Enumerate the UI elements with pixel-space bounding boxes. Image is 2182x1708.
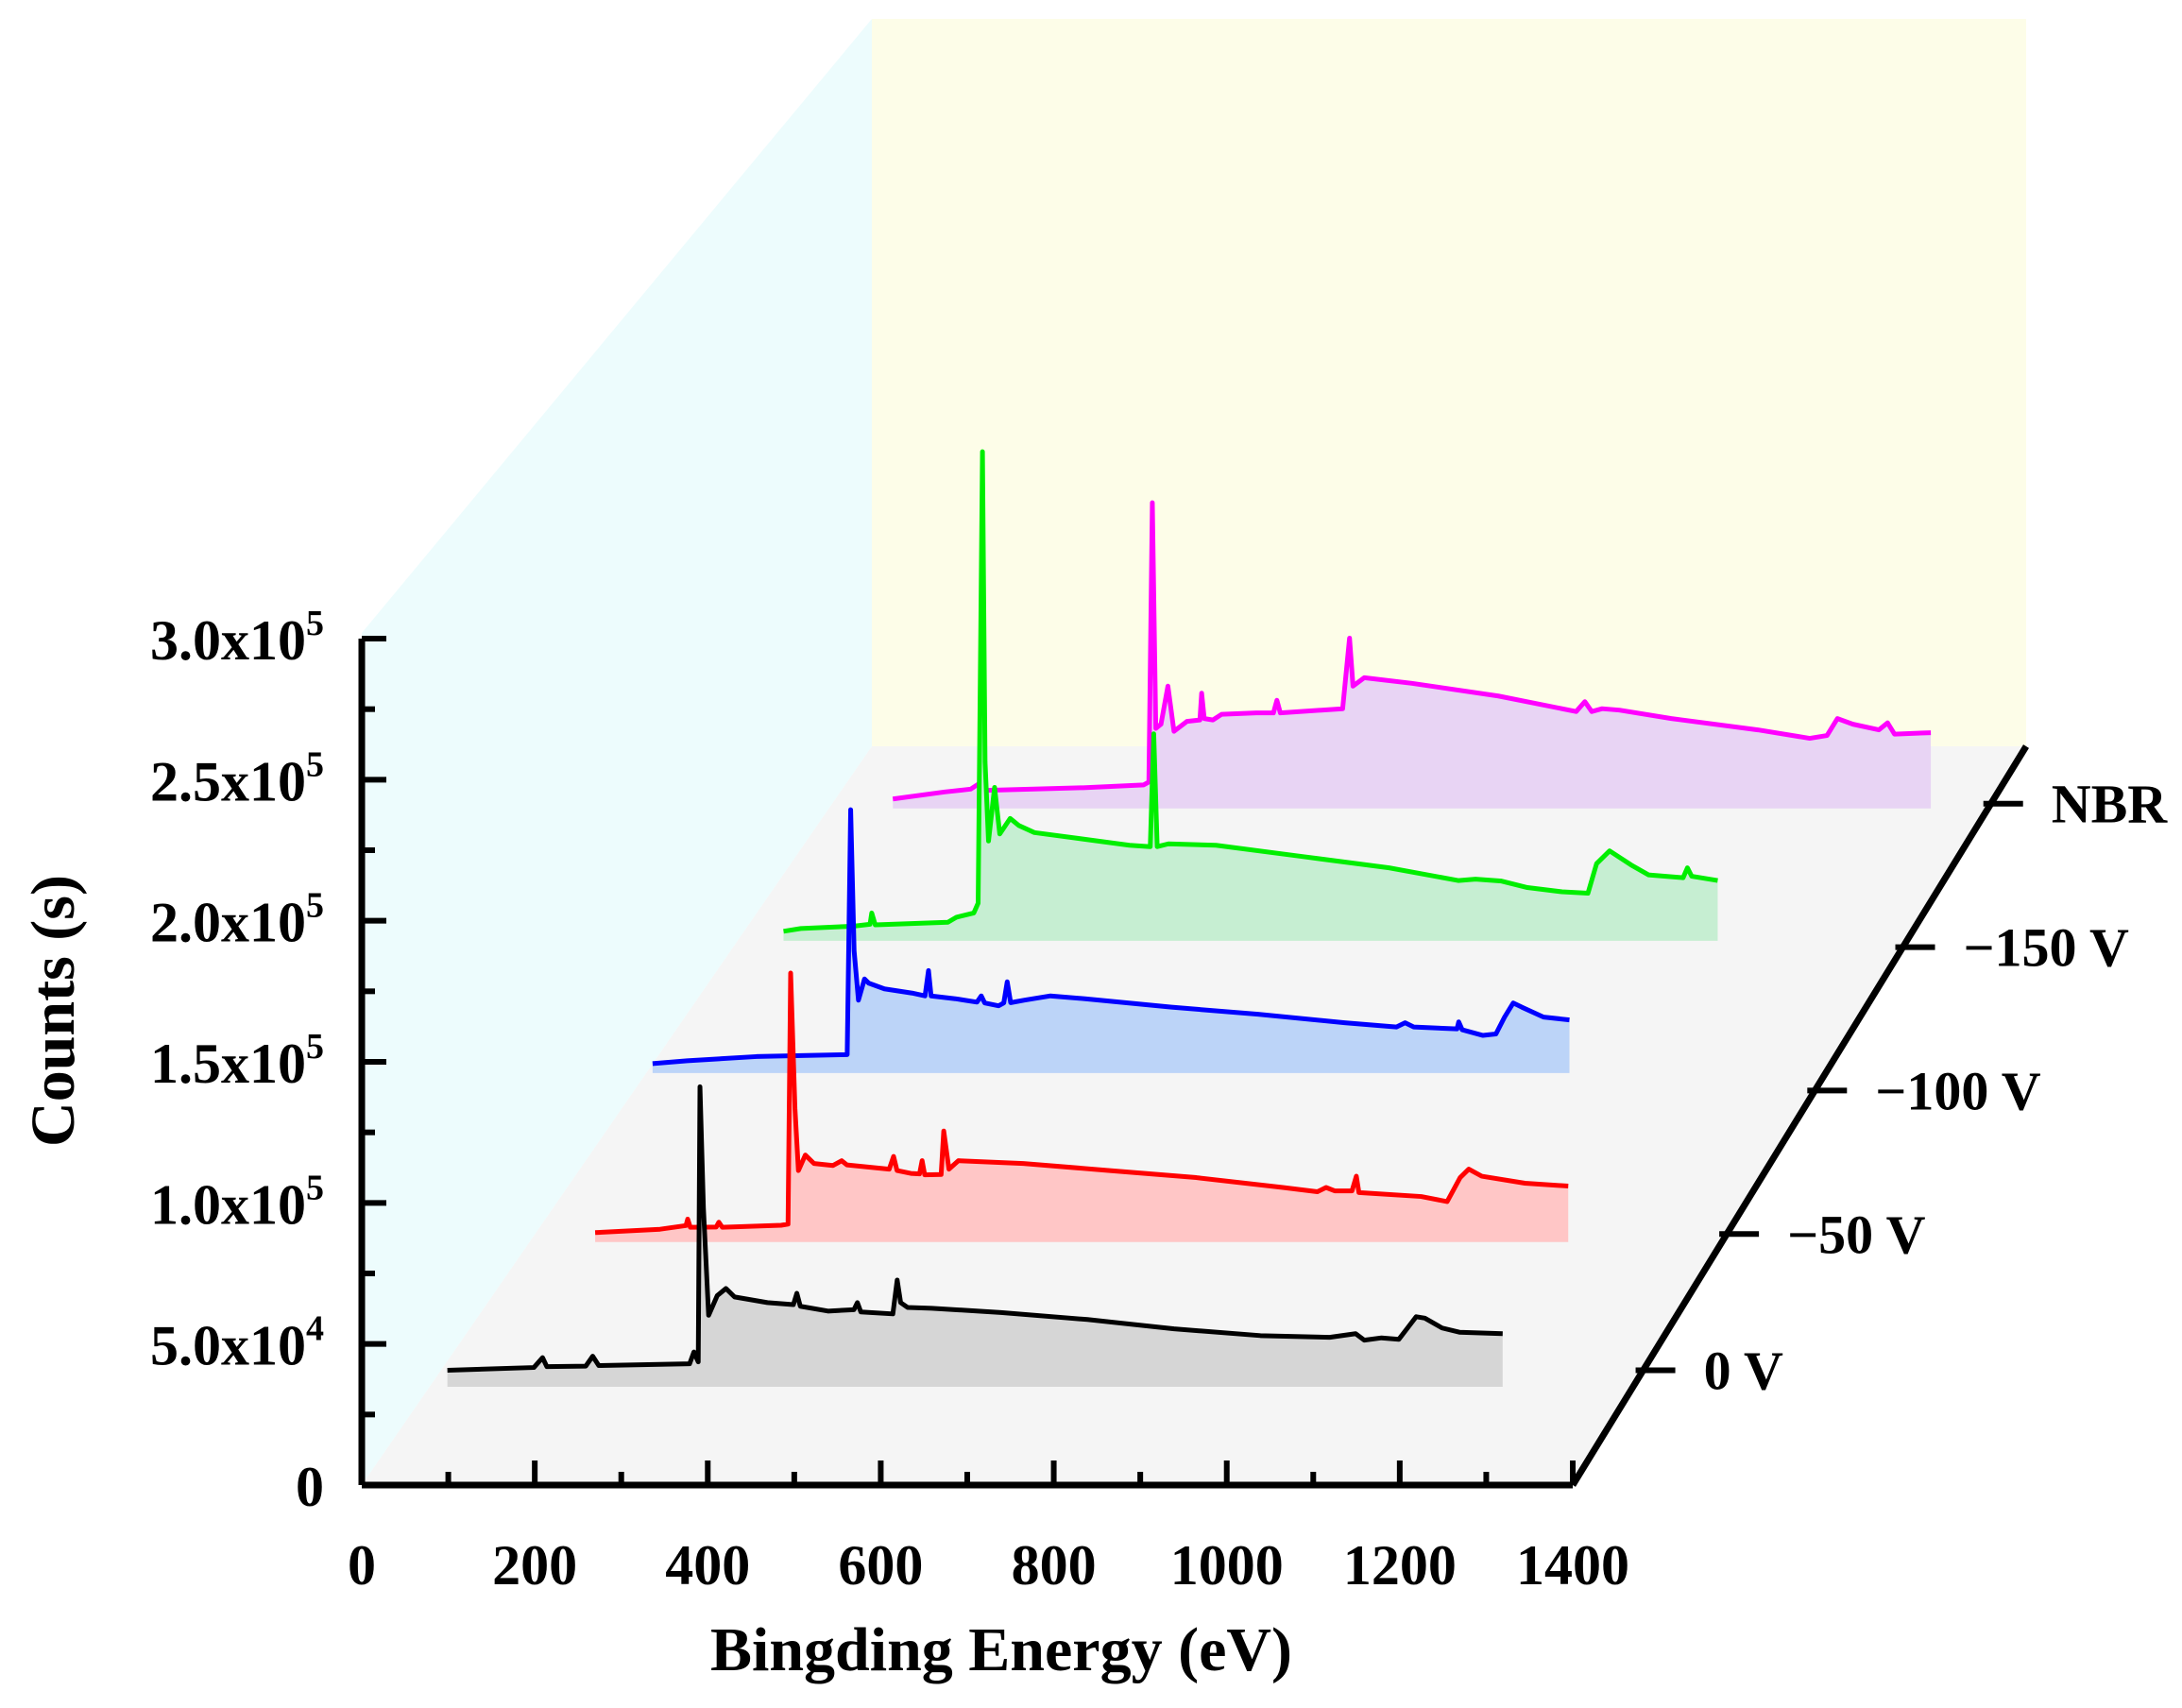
x-tick-label: 200	[492, 1534, 577, 1597]
y-tick-label: 5.0x104	[150, 1309, 324, 1377]
x-tick-label: 600	[838, 1534, 923, 1597]
y-ticks: 0 5.0x104 1.0x105 1.5x105 2.0x105 2.5x105 3.0x…	[150, 604, 386, 1518]
y-tick-label: 1.5x105	[150, 1027, 324, 1095]
x-tick-label: 0	[348, 1534, 376, 1597]
series-fill-minus-100-v	[652, 810, 1570, 1073]
depth-label-minus-100-v: −100 V	[1875, 1060, 2041, 1121]
series-line-nbr	[892, 500, 1932, 802]
x-tick-label: 1400	[1516, 1534, 1629, 1597]
left-wall	[362, 19, 872, 1485]
y-tick-label: 2.5x105	[150, 744, 324, 812]
depth-ticks: 0 V −50 V −100 V −150 V NBR	[1635, 774, 2169, 1402]
y-axis-title: Counts (s)	[19, 875, 88, 1147]
x-ticks: 0 200 400 600 800 1000 1200 1400	[348, 1460, 1629, 1597]
series-line-minus-50-v	[594, 970, 1569, 1236]
depth-axis-line	[1570, 744, 2029, 1487]
y-tick-label: 3.0x105	[150, 604, 324, 672]
y-tick-label: 0	[296, 1456, 324, 1518]
y-tick-label: 1.0x105	[150, 1168, 324, 1236]
series-fill-minus-50-v	[595, 973, 1569, 1242]
x-tick-label: 1000	[1170, 1534, 1284, 1597]
depth-label-minus-150-v: −150 V	[1964, 917, 2130, 979]
series-fill-minus-150-v	[783, 452, 1718, 941]
y-tick-label: 2.0x105	[150, 886, 324, 954]
depth-label-nbr: NBR	[2052, 774, 2169, 835]
series-line-minus-150-v	[783, 449, 1718, 934]
x-axis-title: Bingding Energy (eV)	[710, 1615, 1292, 1684]
back-wall	[872, 19, 2026, 746]
x-tick-label: 1200	[1343, 1534, 1457, 1597]
series-line-minus-100-v	[652, 807, 1570, 1067]
series-layer	[447, 449, 1932, 1388]
x-tick-label: 400	[665, 1534, 750, 1597]
depth-label-minus-50-v: −50 V	[1787, 1204, 1926, 1265]
series-line-0-v	[447, 1084, 1503, 1374]
x-tick-label: 800	[1012, 1534, 1097, 1597]
depth-label-0-v: 0 V	[1704, 1341, 1783, 1402]
